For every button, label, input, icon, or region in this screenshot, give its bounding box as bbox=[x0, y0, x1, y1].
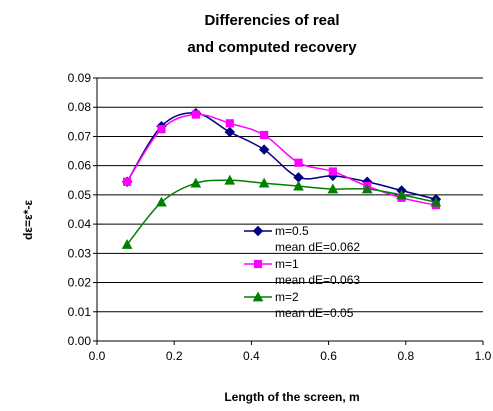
legend-label: m=2 bbox=[275, 290, 299, 304]
data-point bbox=[293, 180, 304, 191]
y-tick-label: 0.04 bbox=[68, 217, 92, 231]
data-point bbox=[260, 130, 269, 140]
legend-marker bbox=[253, 259, 263, 269]
series-lines bbox=[126, 112, 437, 246]
gridlines bbox=[97, 77, 483, 313]
legend-label: m=1 bbox=[275, 257, 299, 271]
data-point bbox=[294, 158, 303, 167]
y-tick-label: 0.09 bbox=[68, 71, 92, 85]
data-point bbox=[123, 177, 132, 186]
legend-stat: mean dE=0.062 bbox=[275, 240, 360, 254]
x-tick-label: 1.0 bbox=[475, 349, 492, 363]
y-tick-label: 0.03 bbox=[68, 246, 92, 260]
y-tick-label: 0.08 bbox=[68, 100, 92, 114]
x-tick-label: 0.8 bbox=[397, 349, 414, 363]
x-tick-label: 0.2 bbox=[166, 349, 183, 363]
x-tick-labels: 0.0 0.2 0.4 0.6 0.8 1.0 bbox=[89, 349, 492, 363]
x-tick-label: 0.4 bbox=[243, 349, 260, 363]
legend-marker bbox=[252, 291, 264, 302]
data-point bbox=[190, 177, 202, 188]
y-tick-label: 0.02 bbox=[68, 276, 92, 290]
y-axis-label: dε=ε*-ε bbox=[21, 200, 35, 240]
data-point bbox=[224, 174, 236, 185]
y-tick-label: 0.07 bbox=[68, 129, 92, 143]
data-point bbox=[361, 183, 373, 194]
chart-title-line-2: and computed recovery bbox=[187, 39, 357, 56]
x-tick-label: 0.6 bbox=[320, 349, 337, 363]
data-point bbox=[225, 119, 234, 128]
legend-marker bbox=[252, 225, 264, 237]
legend-stat: mean dE=0.05 bbox=[275, 306, 354, 320]
data-point bbox=[327, 183, 339, 194]
y-tick-labels: 0.00 0.01 0.02 0.03 0.04 0.05 0.06 0.07 0.08 0.09 bbox=[68, 71, 92, 348]
y-tick-label: 0.05 bbox=[68, 188, 92, 202]
data-point bbox=[258, 144, 270, 155]
x-tick-label: 0.0 bbox=[89, 349, 106, 363]
data-point bbox=[157, 125, 166, 134]
axes bbox=[93, 77, 484, 345]
series-line-1 bbox=[126, 112, 437, 200]
series-line-3 bbox=[126, 179, 437, 246]
y-tick-label: 0.06 bbox=[68, 159, 92, 173]
data-point bbox=[258, 177, 270, 188]
chart-title-line-1: Differencies of real bbox=[204, 12, 339, 29]
data-point bbox=[293, 172, 304, 183]
data-point bbox=[191, 110, 200, 119]
data-point bbox=[396, 189, 407, 200]
legend-stat: mean dE=0.063 bbox=[275, 273, 360, 287]
y-tick-label: 0.01 bbox=[68, 305, 92, 319]
data-point bbox=[156, 196, 167, 207]
legend: m=0.5 mean dE=0.062 m=1 mean dE=0.063 m=2 mea… bbox=[244, 224, 360, 320]
data-point bbox=[328, 167, 337, 176]
series-line-2 bbox=[126, 113, 437, 206]
data-point bbox=[121, 239, 133, 249]
series-markers bbox=[121, 107, 442, 249]
y-tick-label: 0.00 bbox=[68, 334, 92, 348]
legend-label: m=0.5 bbox=[275, 224, 309, 238]
data-point bbox=[430, 196, 442, 207]
x-axis-label: Length of the screen, m bbox=[224, 390, 359, 404]
data-point bbox=[224, 126, 235, 138]
